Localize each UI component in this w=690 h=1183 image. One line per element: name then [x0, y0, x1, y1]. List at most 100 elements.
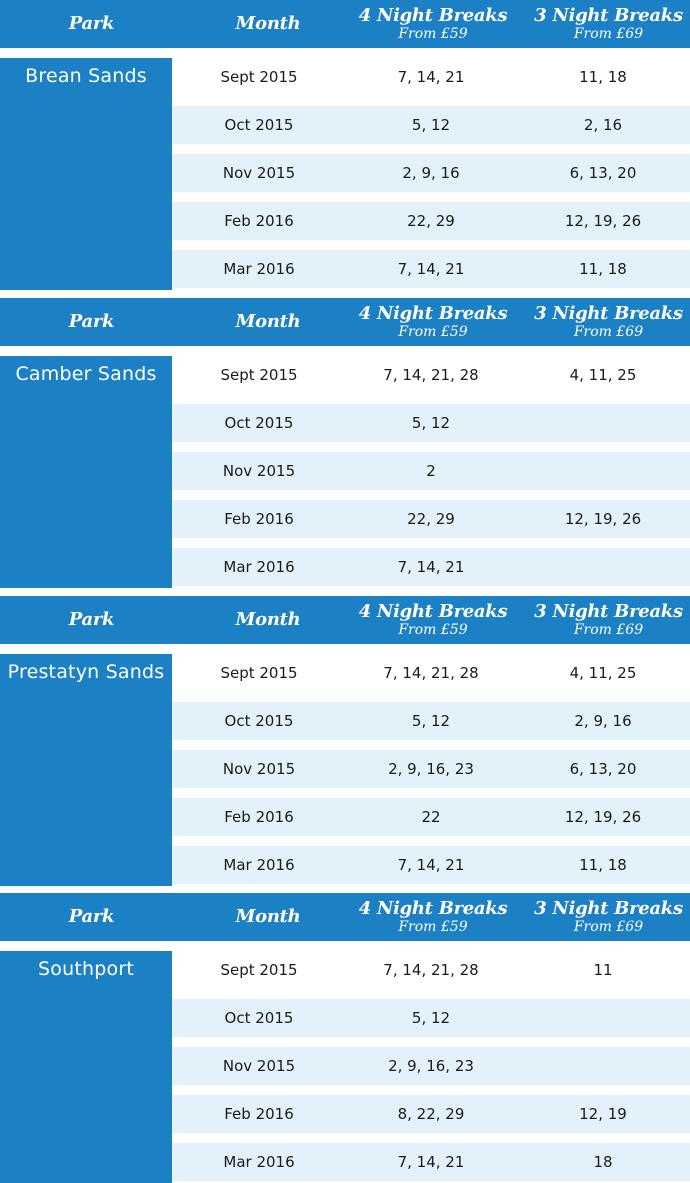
park-name-cell: Camber Sands	[0, 356, 172, 588]
park-section-prestatyn-sands: Park Month 4 Night Breaks From £59 3 Nigh…	[0, 596, 690, 886]
table-row: Sept 2015 7, 14, 21 11, 18	[172, 58, 690, 96]
month-cell: Feb 2016	[224, 808, 294, 826]
three-night-dates: 6, 13, 20	[569, 760, 637, 778]
four-night-dates: 5, 12	[411, 712, 451, 730]
four-night-dates: 2	[426, 462, 436, 480]
four-night-dates: 7, 14, 21	[397, 856, 465, 874]
park-name-cell: Southport	[0, 951, 172, 1183]
four-night-dates: 2, 9, 16	[402, 164, 460, 182]
three-night-dates: 12, 19, 26	[564, 510, 642, 528]
month-cell: Mar 2016	[223, 1153, 295, 1171]
month-cell: Mar 2016	[223, 558, 295, 576]
four-night-dates: 22, 29	[407, 510, 455, 528]
header-4-night-label: 4 Night Breaks	[358, 601, 508, 622]
three-night-dates: 12, 19, 26	[564, 212, 642, 230]
header-4-night: 4 Night Breaks From £59	[353, 298, 513, 346]
header-month: Month	[183, 596, 353, 644]
month-cell: Feb 2016	[224, 510, 294, 528]
month-cell: Sept 2015	[220, 68, 298, 86]
header-4-night: 4 Night Breaks From £59	[353, 596, 513, 644]
park-name-cell: Brean Sands	[0, 58, 172, 290]
four-night-dates: 5, 12	[411, 414, 451, 432]
park-name: Prestatyn Sands	[7, 661, 165, 683]
table-row: Mar 2016 7, 14, 21 11, 18	[172, 846, 690, 884]
month-cell: Sept 2015	[220, 366, 298, 384]
header-4-night-price: From £59	[398, 919, 468, 935]
three-night-dates: 2, 9, 16	[574, 712, 632, 730]
four-night-dates: 8, 22, 29	[397, 1105, 465, 1123]
three-night-dates	[516, 404, 690, 442]
four-night-dates: 7, 14, 21, 28	[383, 366, 479, 384]
three-night-dates: 6, 13, 20	[569, 164, 637, 182]
header-month: Month	[183, 893, 353, 941]
month-cell: Sept 2015	[220, 664, 298, 682]
month-cell: Nov 2015	[222, 164, 296, 182]
header-3-night-price: From £69	[573, 622, 644, 638]
table-row: Nov 2015 2, 9, 16 6, 13, 20	[172, 154, 690, 192]
table-header: Park Month 4 Night Breaks From £59 3 Nigh…	[0, 893, 690, 941]
park-section-brean-sands: Park Month 4 Night Breaks From £59 3 Nigh…	[0, 0, 690, 290]
table-row: Mar 2016 7, 14, 21 18	[172, 1143, 690, 1181]
park-section-southport: Park Month 4 Night Breaks From £59 3 Nigh…	[0, 893, 690, 1183]
three-night-dates	[516, 548, 690, 586]
month-cell: Feb 2016	[224, 1105, 294, 1123]
month-cell: Sept 2015	[220, 961, 298, 979]
header-3-night: 3 Night Breaks From £69	[527, 893, 690, 941]
four-night-dates: 5, 12	[411, 1009, 451, 1027]
park-name-cell: Prestatyn Sands	[0, 654, 172, 886]
header-3-night-label: 3 Night Breaks	[534, 601, 683, 622]
header-3-night-label: 3 Night Breaks	[534, 898, 683, 919]
header-park-label: Park	[68, 13, 115, 34]
park-name: Camber Sands	[15, 363, 157, 385]
header-4-night: 4 Night Breaks From £59	[353, 0, 513, 48]
header-month-label: Month	[235, 609, 301, 630]
three-night-dates: 11	[593, 961, 613, 979]
header-4-night-price: From £59	[398, 26, 468, 42]
three-night-dates: 11, 18	[579, 260, 627, 278]
three-night-dates: 18	[593, 1153, 613, 1171]
header-3-night-price: From £69	[573, 324, 644, 340]
four-night-dates: 2, 9, 16, 23	[388, 1057, 474, 1075]
header-park-label: Park	[68, 906, 115, 927]
four-night-dates: 7, 14, 21	[397, 1153, 465, 1171]
month-cell: Mar 2016	[223, 260, 295, 278]
four-night-dates: 2, 9, 16, 23	[388, 760, 474, 778]
table-row: Feb 2016 22, 29 12, 19, 26	[172, 202, 690, 240]
park-section-camber-sands: Park Month 4 Night Breaks From £59 3 Nigh…	[0, 298, 690, 588]
header-3-night-label: 3 Night Breaks	[534, 5, 683, 26]
header-4-night-label: 4 Night Breaks	[358, 898, 508, 919]
table-row: Sept 2015 7, 14, 21, 28 4, 11, 25	[172, 356, 690, 394]
header-3-night-label: 3 Night Breaks	[534, 303, 683, 324]
four-night-dates: 7, 14, 21	[397, 558, 465, 576]
table-header: Park Month 4 Night Breaks From £59 3 Nigh…	[0, 596, 690, 644]
month-cell: Nov 2015	[222, 1057, 296, 1075]
table-row: Feb 2016 8, 22, 29 12, 19	[172, 1095, 690, 1133]
table-row: Oct 2015 5, 12 2, 9, 16	[172, 702, 690, 740]
header-3-night: 3 Night Breaks From £69	[527, 298, 690, 346]
month-cell: Oct 2015	[224, 414, 294, 432]
header-3-night-price: From £69	[573, 26, 644, 42]
three-night-dates: 12, 19, 26	[564, 808, 642, 826]
header-month-label: Month	[235, 311, 301, 332]
four-night-dates: 5, 12	[411, 116, 451, 134]
header-park: Park	[0, 0, 183, 48]
header-4-night-price: From £59	[398, 622, 468, 638]
header-4-night: 4 Night Breaks From £59	[353, 893, 513, 941]
park-name: Southport	[38, 958, 134, 980]
table-row: Mar 2016 7, 14, 21	[172, 548, 690, 586]
header-3-night: 3 Night Breaks From £69	[527, 596, 690, 644]
table-row: Oct 2015 5, 12 2, 16	[172, 106, 690, 144]
table-row: Mar 2016 7, 14, 21 11, 18	[172, 250, 690, 288]
park-name: Brean Sands	[25, 65, 147, 87]
three-night-dates	[516, 999, 690, 1037]
table-row: Sept 2015 7, 14, 21, 28 4, 11, 25	[172, 654, 690, 692]
table-row: Nov 2015 2, 9, 16, 23 6, 13, 20	[172, 750, 690, 788]
month-cell: Oct 2015	[224, 712, 294, 730]
table-row: Sept 2015 7, 14, 21, 28 11	[172, 951, 690, 989]
four-night-dates: 7, 14, 21	[397, 68, 465, 86]
table-row: Oct 2015 5, 12	[172, 999, 690, 1037]
three-night-dates	[516, 452, 690, 490]
header-park: Park	[0, 596, 183, 644]
table-row: Feb 2016 22 12, 19, 26	[172, 798, 690, 836]
